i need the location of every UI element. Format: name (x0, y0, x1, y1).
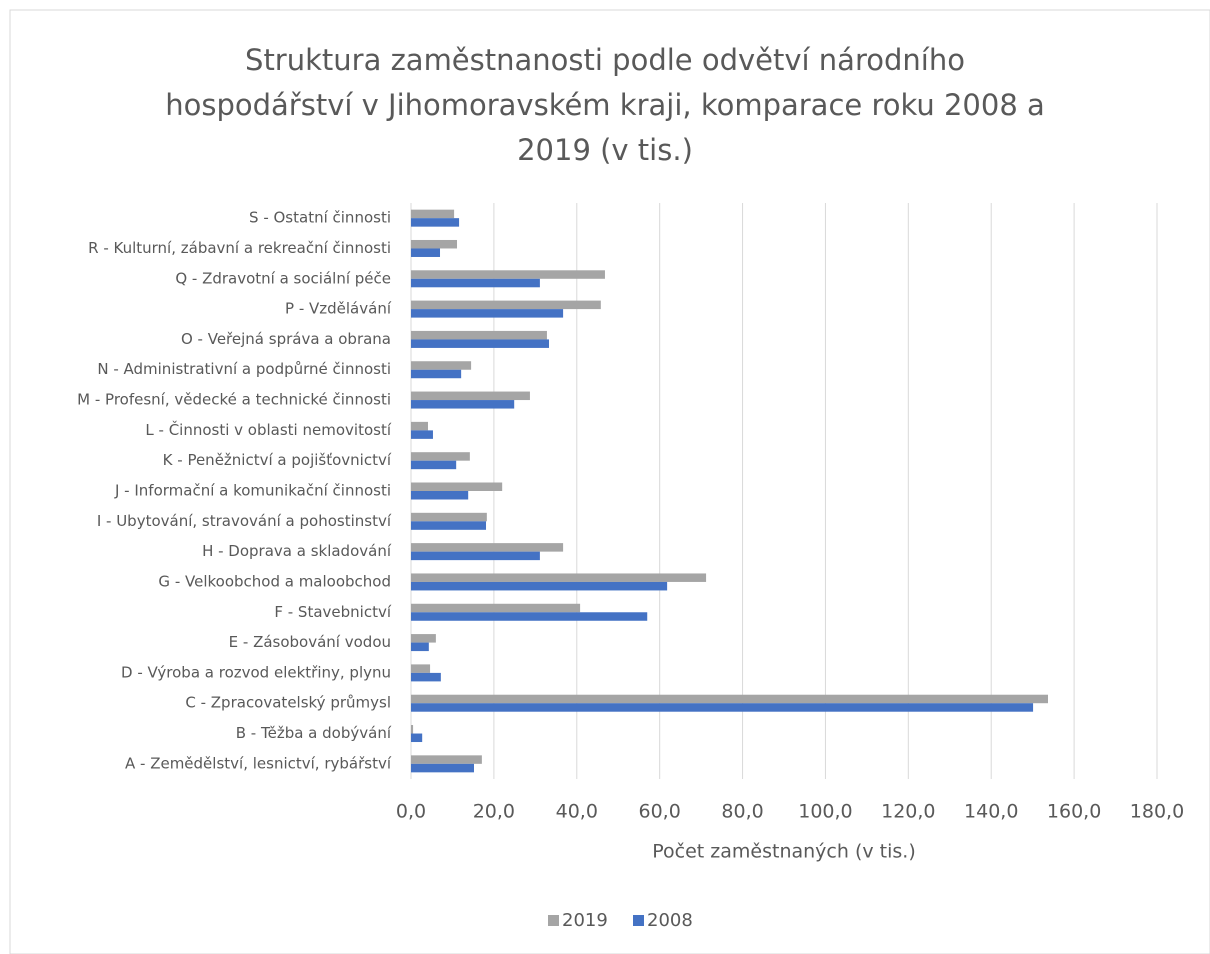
bar (411, 755, 482, 764)
x-axis-label: Počet zaměstnaných (v tis.) (652, 841, 915, 863)
bar (411, 239, 458, 249)
y-tick-label: I - Ubytování, stravování a pohostinství (97, 512, 392, 530)
y-tick-label: D - Výroba a rozvod elektřiny, plynu (121, 663, 391, 681)
y-tick-label: J - Informační a komunikační činnosti (114, 482, 391, 500)
bar (411, 430, 433, 439)
y-tick-label: Q - Zdravotní a sociální péče (175, 269, 391, 287)
y-tick-label: A - Zemědělství, lesnictví, rybářství (125, 754, 392, 772)
bar (411, 278, 540, 288)
bar (411, 491, 469, 500)
bar (411, 270, 605, 279)
bar (411, 733, 423, 743)
bar (411, 248, 441, 257)
bar (411, 330, 547, 340)
bar (411, 543, 564, 552)
bar (411, 309, 564, 318)
bar (411, 361, 472, 370)
bar (411, 400, 515, 409)
bar (411, 725, 414, 734)
x-tick-label: 160,0 (1047, 801, 1101, 823)
bar (411, 703, 1034, 712)
bar (411, 482, 503, 491)
legend-swatch (548, 915, 559, 926)
bar (411, 612, 648, 621)
y-tick-label: N - Administrativní a podpůrné činnosti (97, 360, 391, 378)
bar (411, 573, 707, 582)
x-tick-label: 40,0 (556, 801, 598, 823)
y-tick-label: M - Profesní, vědecké a technické činnos… (77, 391, 391, 409)
chart-border (9, 9, 1210, 954)
bar (411, 512, 487, 522)
x-tick-label: 60,0 (639, 801, 681, 823)
y-tick-label: C - Zpracovatelský průmysl (185, 694, 391, 712)
bar (411, 300, 601, 310)
bar (411, 209, 455, 219)
x-tick-label: 20,0 (473, 801, 515, 823)
legend-label: 2008 (647, 910, 693, 931)
y-tick-label: H - Doprava a skladování (202, 542, 392, 560)
y-tick-label: E - Zásobování vodou (229, 633, 391, 651)
bar (411, 672, 441, 682)
bar (411, 421, 428, 431)
bar (411, 391, 530, 401)
bar (411, 521, 487, 530)
bar (411, 339, 550, 348)
bar (411, 460, 457, 470)
bar (411, 763, 474, 773)
y-tick-label: P - Vzdělávání (285, 300, 392, 318)
y-tick-label: K - Peněžnictví a pojišťovnictví (163, 451, 392, 469)
bar (411, 642, 429, 652)
x-tick-label: 120,0 (881, 801, 935, 823)
y-tick-label: B - Těžba a dobývání (236, 724, 392, 742)
x-tick-label: 80,0 (721, 801, 763, 823)
bar (411, 369, 462, 379)
x-tick-label: 100,0 (798, 801, 852, 823)
y-tick-label: G - Velkoobchod a maloobchod (158, 572, 391, 590)
y-tick-label: S - Ostatní činnosti (249, 209, 391, 227)
bar (411, 452, 470, 461)
x-tick-label: 140,0 (964, 801, 1018, 823)
x-tick-label: 180,0 (1130, 801, 1184, 823)
legend-swatch (633, 915, 644, 926)
bar (411, 664, 431, 673)
bar (411, 634, 436, 643)
y-tick-label: L - Činnosti v oblasti nemovitostí (145, 420, 391, 439)
bar (411, 218, 460, 227)
bar (411, 694, 1049, 704)
x-tick-label: 0,0 (396, 801, 426, 823)
chart-title: Struktura zaměstnanosti podle odvětví ná… (165, 43, 1045, 167)
bar (411, 581, 668, 591)
y-tick-label: R - Kulturní, zábavní a rekreační činnos… (88, 239, 391, 257)
legend-label: 2019 (562, 910, 608, 931)
y-tick-label: O - Veřejná správa a obrana (181, 330, 391, 348)
y-tick-label: F - Stavebnictví (274, 603, 391, 621)
bar (411, 551, 540, 561)
bar (411, 603, 581, 613)
